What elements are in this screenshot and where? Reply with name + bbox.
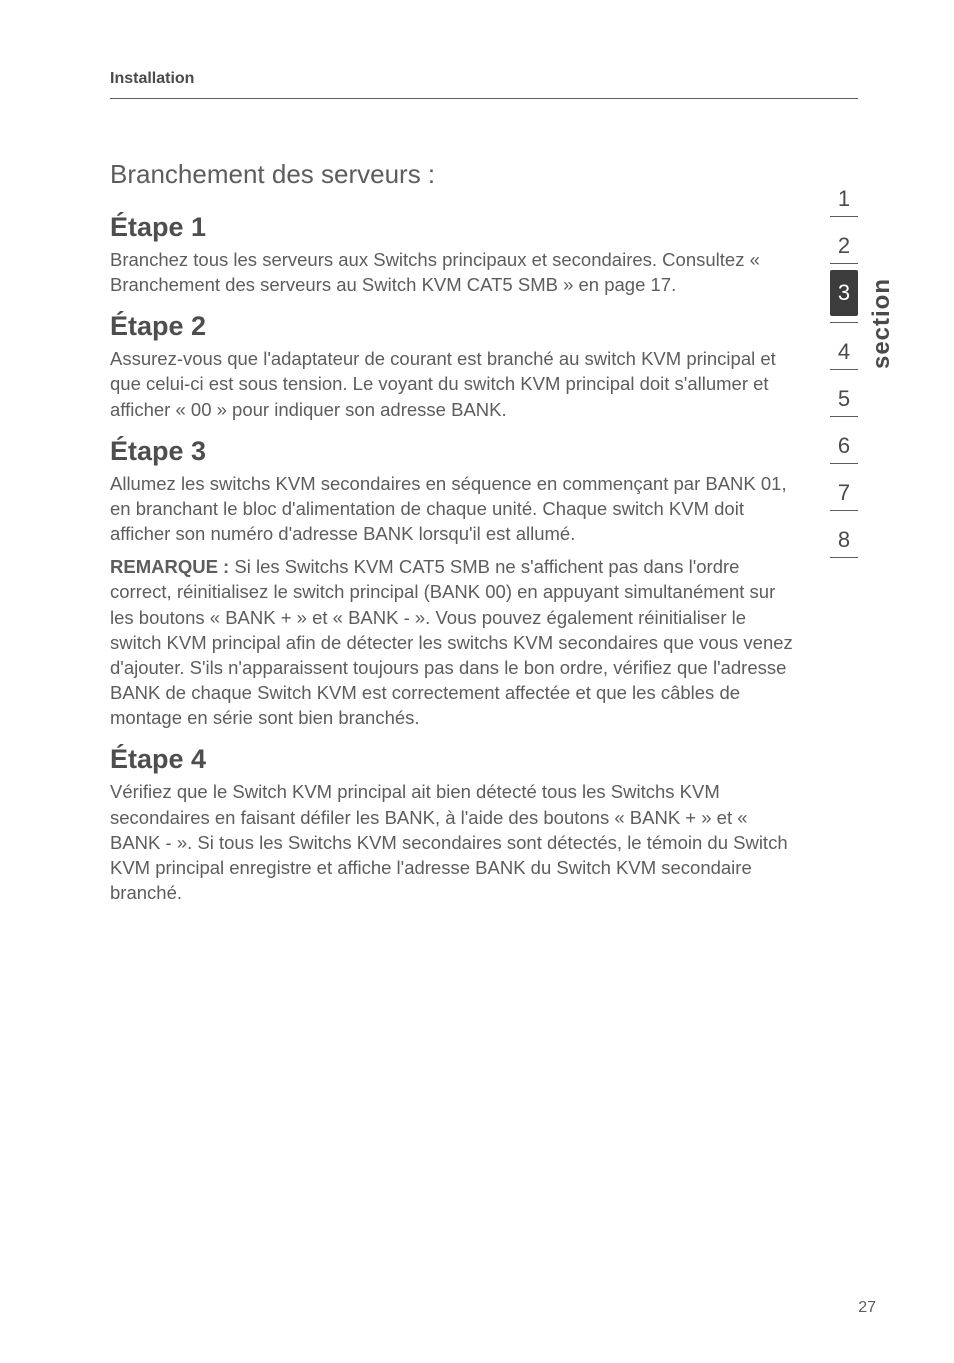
- remark-text: Si les Switchs KVM CAT5 SMB ne s'affiche…: [110, 556, 793, 728]
- step-3-heading: Étape 3: [110, 436, 800, 467]
- tab-separator: [830, 557, 858, 558]
- remark-label: REMARQUE :: [110, 556, 229, 577]
- content-column: Branchement des serveurs : Étape 1 Branc…: [110, 159, 800, 905]
- step-4-paragraph: Vérifiez que le Switch KVM principal ait…: [110, 779, 800, 905]
- side-tabs: 1 2 3 4 5 6 7 8 section: [830, 170, 896, 558]
- tab-6[interactable]: 6: [830, 417, 858, 463]
- tab-5[interactable]: 5: [830, 370, 858, 416]
- tab-1[interactable]: 1: [830, 170, 858, 216]
- section-title: Branchement des serveurs :: [110, 159, 800, 190]
- header-rule: [110, 98, 858, 99]
- side-section-label: section: [868, 278, 896, 369]
- step-1-paragraph: Branchez tous les serveurs aux Switchs p…: [110, 247, 800, 297]
- step-2-paragraph: Assurez-vous que l'adaptateur de courant…: [110, 346, 800, 421]
- tab-separator: [830, 263, 858, 264]
- tab-7[interactable]: 7: [830, 464, 858, 510]
- step-2-heading: Étape 2: [110, 311, 800, 342]
- running-head: Installation: [110, 70, 858, 88]
- tab-stack: 1 2 3 4 5 6 7 8: [830, 170, 858, 558]
- tab-3-active[interactable]: 3: [830, 270, 858, 316]
- tab-8[interactable]: 8: [830, 511, 858, 557]
- step-4-heading: Étape 4: [110, 744, 800, 775]
- page-number: 27: [858, 1299, 876, 1317]
- page: Installation Branchement des serveurs : …: [0, 0, 954, 1363]
- step-1-heading: Étape 1: [110, 212, 800, 243]
- tab-2[interactable]: 2: [830, 217, 858, 263]
- remark-paragraph: REMARQUE : Si les Switchs KVM CAT5 SMB n…: [110, 554, 800, 730]
- step-3-paragraph: Allumez les switchs KVM secondaires en s…: [110, 471, 800, 546]
- tab-4[interactable]: 4: [830, 323, 858, 369]
